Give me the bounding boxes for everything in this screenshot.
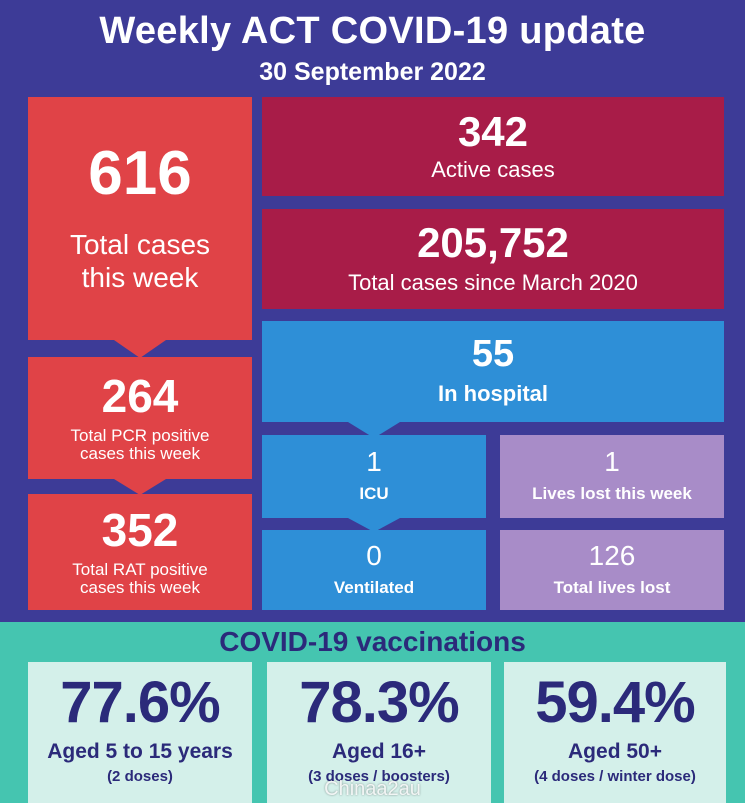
rat-cases-value: 352 bbox=[101, 504, 179, 557]
in-hospital-panel: 55 In hospital bbox=[262, 321, 724, 422]
pcr-cases-panel: 264 Total PCR positive cases this week bbox=[28, 357, 252, 479]
arrow-down-icon bbox=[348, 422, 400, 438]
total-lives-lost-panel: 126 Total lives lost bbox=[500, 530, 724, 610]
ventilated-value: 0 bbox=[366, 539, 382, 571]
pcr-cases-label-2: cases this week bbox=[80, 444, 200, 463]
ventilated-label: Ventilated bbox=[333, 577, 415, 597]
total-cases-week-label-2: this week bbox=[81, 261, 199, 293]
vaccination-percent: 59.4% bbox=[535, 670, 695, 735]
page-title: Weekly ACT COVID-19 update bbox=[99, 10, 646, 52]
ventilated-panel: 0 Ventilated bbox=[262, 530, 486, 610]
vaccination-age-group: Aged 50+ bbox=[568, 740, 662, 763]
total-cases-since-panel: 205,752 Total cases since March 2020 bbox=[262, 209, 724, 309]
total-cases-week-label-1: Total cases bbox=[69, 229, 211, 261]
arrow-down-icon bbox=[114, 340, 166, 358]
vaccinations-title: COVID-19 vaccinations bbox=[219, 626, 526, 657]
pcr-cases-value: 264 bbox=[101, 370, 179, 423]
icu-value: 1 bbox=[366, 446, 382, 478]
total-lives-lost-label: Total lives lost bbox=[553, 577, 671, 597]
lives-lost-week-panel: 1 Lives lost this week bbox=[500, 435, 724, 518]
rat-cases-label-2: cases this week bbox=[80, 578, 200, 597]
icu-panel: 1 ICU bbox=[262, 435, 486, 518]
in-hospital-value: 55 bbox=[471, 333, 515, 376]
vaccination-percent: 78.3% bbox=[299, 670, 459, 735]
vaccination-age-group: Aged 5 to 15 years bbox=[47, 740, 233, 763]
rat-cases-label-1: Total RAT positive bbox=[72, 560, 208, 580]
total-cases-week-panel: 616 Total cases this week bbox=[28, 97, 252, 340]
pcr-cases-label-1: Total PCR positive bbox=[70, 426, 210, 446]
total-cases-week-value: 616 bbox=[88, 139, 192, 209]
lives-lost-week-value: 1 bbox=[604, 446, 620, 478]
total-lives-lost-value: 126 bbox=[588, 539, 636, 571]
vaccination-doses: (4 doses / winter dose) bbox=[534, 768, 696, 785]
arrow-down-icon bbox=[348, 518, 400, 532]
lives-lost-week-label: Lives lost this week bbox=[532, 484, 692, 504]
vaccination-card-16-plus: 78.3% Aged 16+ (3 doses / boosters) bbox=[267, 662, 491, 803]
in-hospital-label: In hospital bbox=[438, 381, 548, 407]
total-cases-since-value: 205,752 bbox=[417, 219, 569, 267]
icu-label: ICU bbox=[359, 484, 389, 504]
vaccination-card-50-plus: 59.4% Aged 50+ (4 doses / winter dose) bbox=[504, 662, 726, 803]
rat-cases-panel: 352 Total RAT positive cases this week bbox=[28, 494, 252, 610]
vaccination-doses: (3 doses / boosters) bbox=[308, 768, 450, 785]
watermark-text: Chinaa2au bbox=[324, 778, 421, 800]
active-cases-value: 342 bbox=[457, 107, 529, 155]
vaccination-percent: 77.6% bbox=[60, 670, 220, 735]
update-date: 30 September 2022 bbox=[259, 58, 486, 86]
arrow-down-icon bbox=[114, 479, 166, 495]
vaccination-card-5-15: 77.6% Aged 5 to 15 years (2 doses) bbox=[28, 662, 252, 803]
active-cases-panel: 342 Active cases bbox=[262, 97, 724, 196]
vaccination-doses: (2 doses) bbox=[107, 768, 173, 785]
vaccination-age-group: Aged 16+ bbox=[332, 740, 426, 763]
active-cases-label: Active cases bbox=[431, 156, 555, 182]
total-cases-since-label: Total cases since March 2020 bbox=[348, 270, 638, 296]
